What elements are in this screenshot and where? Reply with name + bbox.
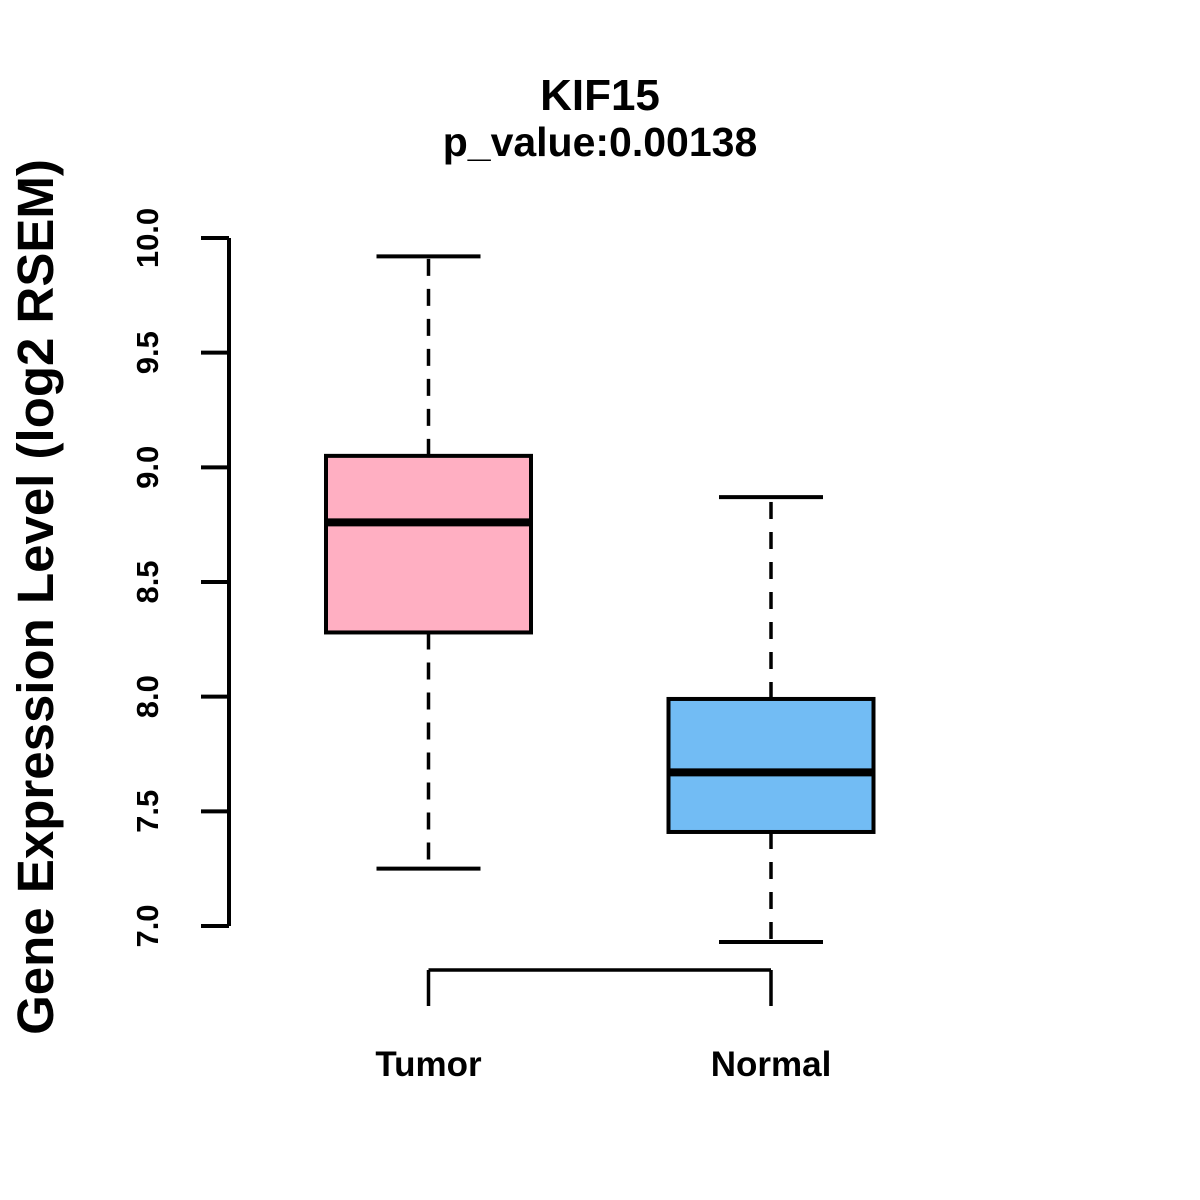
y-tick-label: 7.0 [130, 904, 165, 947]
y-axis-title: Gene Expression Level (log2 RSEM) [7, 159, 64, 1035]
box-group-normal [666, 495, 876, 945]
iqr-box [324, 453, 533, 635]
y-axis: 7.0 7.5 8.0 8.5 9.0 9.5 10.0 [130, 208, 231, 948]
y-tick-label: 8.0 [130, 675, 165, 718]
y-tick-label: 9.5 [130, 331, 165, 374]
boxplot-series [324, 254, 876, 945]
y-tick-label: 9.0 [130, 446, 165, 489]
x-axis-bracket [426, 968, 773, 1006]
y-tick-label: 8.5 [130, 560, 165, 603]
y-tick-label: 10.0 [130, 208, 165, 268]
iqr-box [666, 696, 876, 834]
p-value-subtitle: p_value:0.00138 [443, 119, 758, 165]
chart-title: KIF15 [540, 71, 660, 120]
category-labels: Tumor Normal [375, 1045, 831, 1084]
box-group-tumor [324, 254, 533, 871]
category-label: Tumor [375, 1045, 482, 1084]
y-tick-label: 7.5 [130, 790, 165, 833]
category-label: Normal [711, 1045, 832, 1084]
